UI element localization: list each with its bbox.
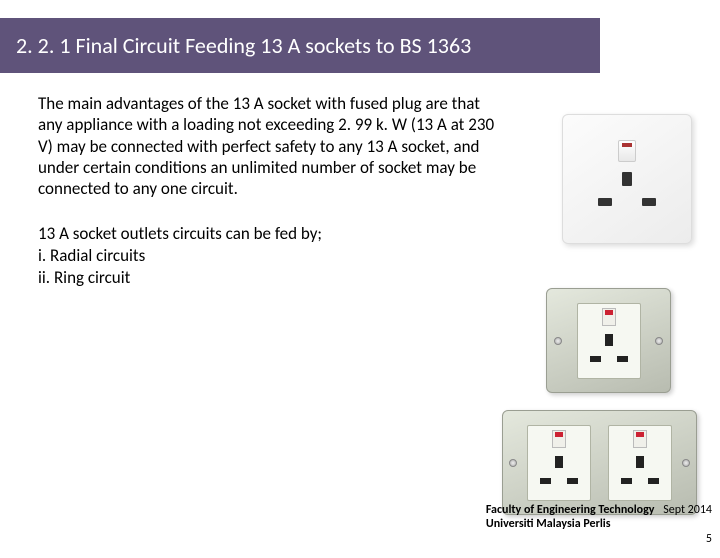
neutral-pin-icon: [617, 356, 628, 362]
circuits-intro: 13 A socket outlets circuits can be fed …: [38, 223, 322, 244]
socket-switch-icon: [552, 430, 566, 448]
paragraph-advantages: The main advantages of the 13 A socket w…: [38, 93, 508, 199]
socket-switch-icon: [602, 308, 616, 326]
paragraph-circuits: 13 A socket outlets circuits can be fed …: [38, 223, 508, 289]
section-title: 2. 2. 1 Final Circuit Feeding 13 A socke…: [16, 32, 471, 59]
socket-inner: [577, 303, 641, 379]
screw-icon: [655, 337, 663, 345]
image-white-single-socket: [552, 110, 702, 250]
circuits-item-1: i. Radial circuits: [38, 245, 145, 266]
socket-plate: [502, 410, 697, 515]
socket-switch-icon: [633, 430, 647, 448]
screw-icon: [509, 459, 517, 467]
earth-pin-icon: [622, 172, 632, 186]
socket-inner-left: [527, 425, 591, 501]
screw-icon: [554, 337, 562, 345]
image-metal-single-socket: [546, 288, 676, 398]
footer-page-number: 5: [486, 532, 712, 546]
neutral-pin-icon: [642, 198, 656, 206]
socket-plate: [562, 114, 692, 244]
neutral-pin-icon: [567, 478, 578, 484]
footer-line1: Faculty of Engineering Technology Sept 2…: [486, 503, 712, 517]
live-pin-icon: [598, 198, 612, 206]
socket-inner-right: [608, 425, 672, 501]
earth-pin-icon: [636, 456, 644, 468]
footer-university: Universiti Malaysia Perlis: [486, 517, 611, 531]
footer-faculty: Faculty of Engineering Technology: [486, 503, 655, 517]
earth-pin-icon: [555, 456, 563, 468]
footer-date: Sept 2014: [663, 503, 712, 517]
neutral-pin-icon: [648, 478, 659, 484]
live-pin-icon: [540, 478, 551, 484]
live-pin-icon: [590, 356, 601, 362]
earth-pin-icon: [605, 334, 613, 346]
section-header: 2. 2. 1 Final Circuit Feeding 13 A socke…: [0, 18, 600, 73]
live-pin-icon: [621, 478, 632, 484]
socket-switch-icon: [618, 140, 636, 162]
screw-icon: [682, 459, 690, 467]
socket-plate: [546, 288, 671, 393]
circuits-item-2: ii. Ring circuit: [38, 267, 130, 288]
